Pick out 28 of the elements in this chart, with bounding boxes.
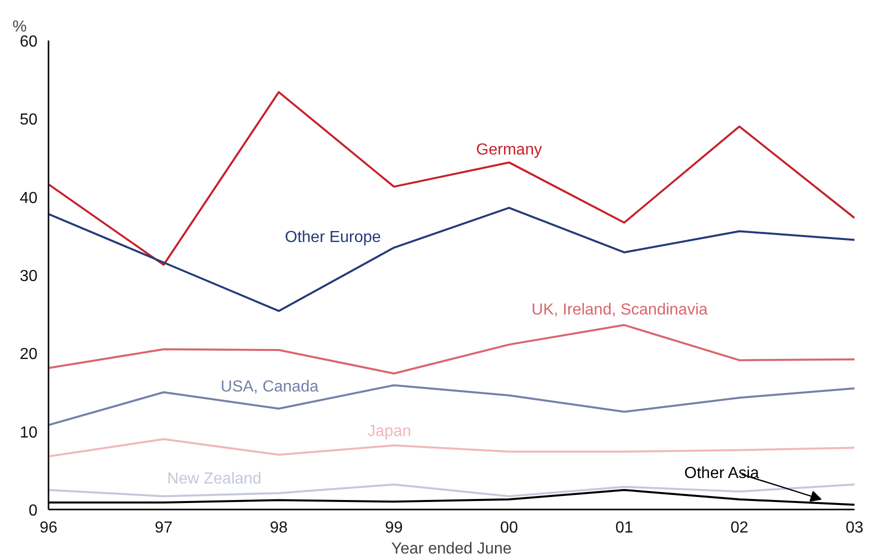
line-series [48, 324, 854, 374]
y-tick-label: 40 [20, 190, 38, 207]
line-series [48, 483, 854, 498]
line-series [48, 438, 854, 458]
y-tick-label: 20 [20, 346, 38, 364]
series-label: Japan [368, 422, 412, 440]
x-tick-label: 97 [154, 520, 173, 536]
line-series [48, 91, 854, 266]
x-tick-label: 96 [40, 520, 58, 536]
x-tick-label: 02 [730, 520, 748, 536]
series-label: USA, Canada [220, 378, 319, 396]
series-label: Other Asia [684, 465, 760, 482]
y-axis-title: % [12, 18, 27, 36]
x-tick-label: 00 [500, 520, 518, 536]
x-axis-title: Year ended June [391, 540, 512, 558]
series-label: Other Europe [284, 228, 382, 246]
y-tick-label: 60 [20, 34, 38, 50]
x-tick-label: 99 [385, 520, 403, 536]
x-tick-label: 01 [615, 520, 634, 536]
series-label: Germany [476, 141, 542, 158]
y-tick-label: 0 [28, 502, 38, 520]
x-tick-label: 98 [270, 520, 288, 536]
y-tick-label: 10 [20, 424, 38, 442]
series-label: UK, Ireland, Scandinavia [532, 302, 708, 319]
y-tick-label: 50 [20, 112, 38, 129]
series-label: New Zealand [167, 470, 262, 488]
x-tick-label: 03 [846, 520, 864, 536]
y-tick-label: 30 [20, 268, 38, 285]
